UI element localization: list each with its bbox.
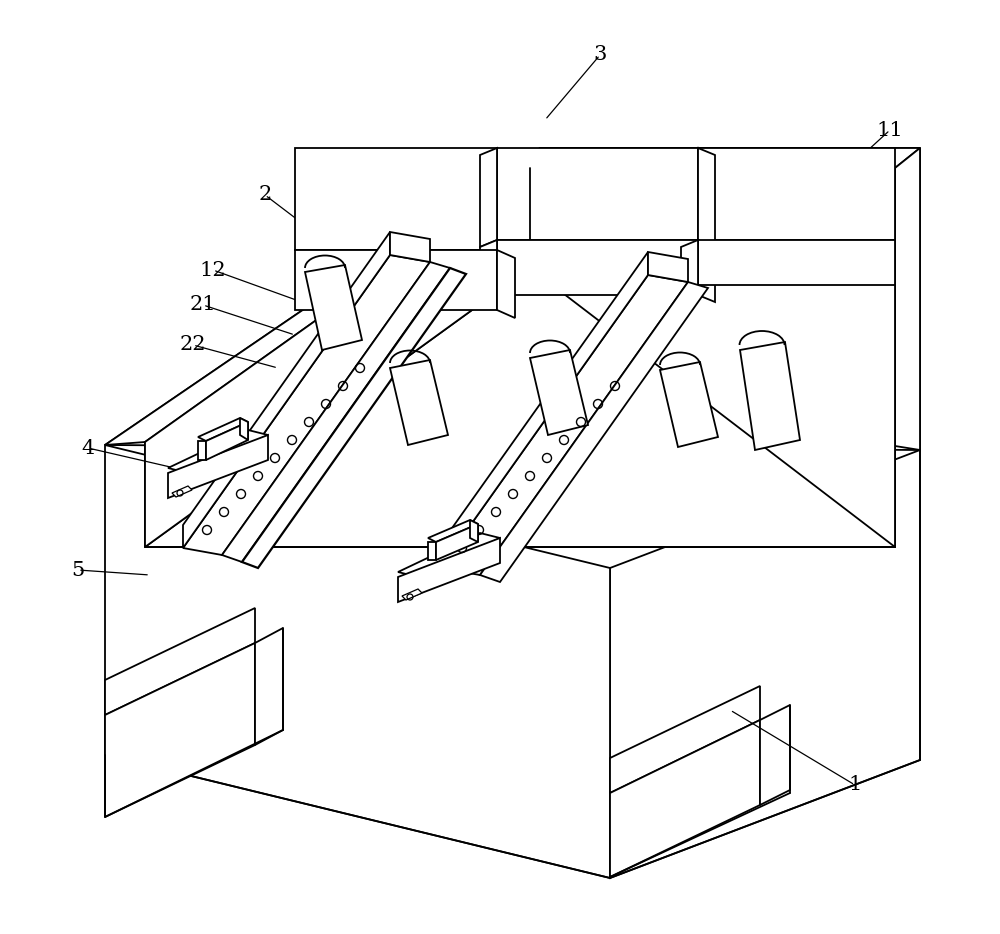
Polygon shape [295,148,497,250]
Polygon shape [698,240,895,285]
Polygon shape [198,441,206,460]
Text: 11: 11 [877,120,903,139]
Polygon shape [183,232,390,548]
Polygon shape [172,486,192,497]
Polygon shape [610,720,760,877]
Text: 22: 22 [180,335,206,355]
Polygon shape [105,643,255,817]
Polygon shape [398,538,500,602]
Polygon shape [497,148,515,258]
Polygon shape [183,255,430,555]
Polygon shape [480,282,708,582]
Text: 5: 5 [71,560,85,579]
Polygon shape [440,275,688,575]
Polygon shape [255,628,283,745]
Polygon shape [740,342,800,450]
Polygon shape [648,252,688,282]
Polygon shape [206,422,248,460]
Polygon shape [402,589,422,600]
Polygon shape [470,520,478,542]
Polygon shape [145,442,895,547]
Polygon shape [530,148,920,168]
Text: 21: 21 [190,295,216,315]
Polygon shape [698,148,715,247]
Polygon shape [895,148,920,450]
Polygon shape [681,240,698,292]
Polygon shape [390,360,448,445]
Polygon shape [105,445,610,878]
Polygon shape [145,168,530,547]
Polygon shape [242,268,466,568]
Text: 4: 4 [81,438,95,458]
Polygon shape [305,265,362,350]
Polygon shape [497,240,698,295]
Polygon shape [610,450,920,878]
Polygon shape [222,262,450,562]
Polygon shape [105,608,255,715]
Text: 2: 2 [258,186,272,205]
Polygon shape [760,705,790,805]
Polygon shape [105,148,920,450]
Polygon shape [530,168,895,547]
Polygon shape [530,350,588,435]
Polygon shape [398,533,500,577]
Polygon shape [698,148,895,240]
Polygon shape [480,240,497,302]
Polygon shape [610,686,760,793]
Polygon shape [295,250,497,310]
Polygon shape [428,520,478,542]
Polygon shape [145,268,895,547]
Polygon shape [480,148,497,247]
Polygon shape [497,250,515,318]
Polygon shape [198,418,248,441]
Polygon shape [440,252,648,568]
Polygon shape [497,148,698,240]
Text: 3: 3 [593,46,607,64]
Polygon shape [168,435,268,498]
Text: 1: 1 [848,775,862,795]
Polygon shape [145,168,895,547]
Polygon shape [105,148,540,445]
Text: 12: 12 [200,261,226,279]
Polygon shape [240,418,248,440]
Polygon shape [698,240,715,302]
Polygon shape [660,362,718,447]
Polygon shape [681,148,698,247]
Polygon shape [168,430,268,473]
Polygon shape [436,524,478,560]
Polygon shape [390,232,430,262]
Polygon shape [428,542,436,560]
